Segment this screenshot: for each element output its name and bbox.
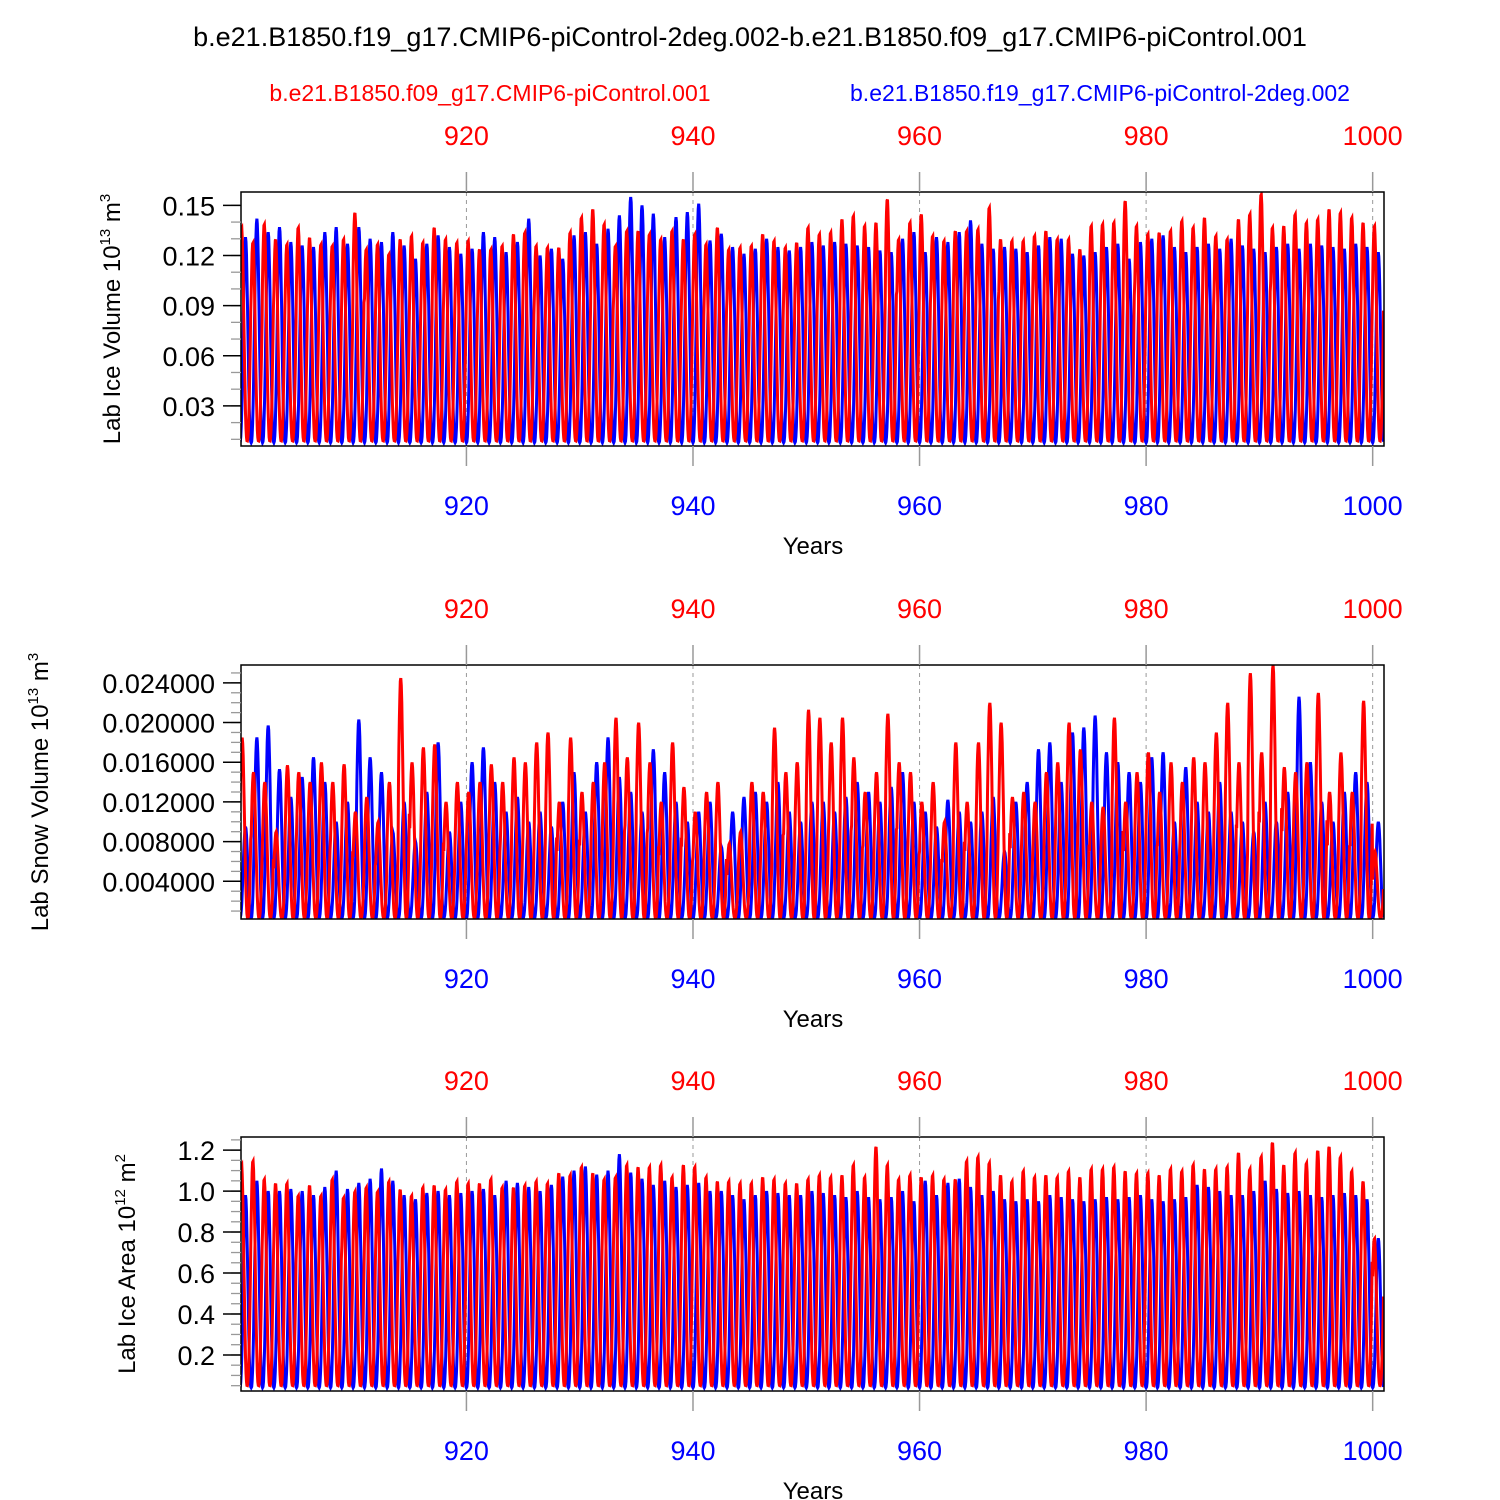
panel-3: 1.2 1.0 0.8 0.6 0.4 0.2 920 920 940 940 960 960 980 9… <box>112 1066 1403 1500</box>
x-bottom-tick-label: 980 <box>1124 1436 1169 1466</box>
legend-red-label: b.e21.B1850.f09_g17.CMIP6-piControl.001 <box>269 80 710 106</box>
series-line-red <box>241 1142 1384 1389</box>
x-axis-label: Years <box>783 1478 844 1500</box>
plot-frame <box>240 1136 1385 1392</box>
y-tick-label: 0.004000 <box>102 867 215 897</box>
y-tick-label: 0.020000 <box>102 709 215 739</box>
x-bottom-tick-label: 980 <box>1124 491 1169 521</box>
x-top-tick-label: 980 <box>1124 121 1169 151</box>
panel-1: 0.15 0.12 0.09 0.06 0.03 920 920 940 940 960 960 98… <box>97 121 1403 560</box>
chart-title: b.e21.B1850.f19_g17.CMIP6-piControl-2deg… <box>193 22 1307 52</box>
y-tick-label: 0.06 <box>162 342 215 372</box>
y-axis-label-exponent: 3 <box>97 194 114 202</box>
y-tick-label: 0.15 <box>162 191 215 221</box>
y-tick-label: 0.4 <box>177 1300 215 1330</box>
y-tick-label: 0.008000 <box>102 828 215 858</box>
y-tick-label: 0.016000 <box>102 748 215 778</box>
y-axis-label: Lab Ice Volume 1013 m3 <box>97 194 126 445</box>
y-tick-label: 0.012000 <box>102 788 215 818</box>
y-axis-label-text: m <box>27 661 54 688</box>
y-axis-label-text: Lab Snow Volume 10 <box>27 704 54 931</box>
x-bottom-tick-label: 920 <box>444 491 489 521</box>
x-top-tick-label: 920 <box>444 121 489 151</box>
y-tick-label: 0.12 <box>162 242 215 272</box>
x-top-tick-label: 920 <box>444 1066 489 1096</box>
legend-blue-label: b.e21.B1850.f19_g17.CMIP6-piControl-2deg… <box>850 80 1350 106</box>
x-bottom-tick-label: 960 <box>897 1436 942 1466</box>
y-axis-label-exponent: 13 <box>25 688 42 705</box>
y-axis-label-text: m <box>114 1162 141 1189</box>
y-tick-label: 0.024000 <box>102 669 215 699</box>
x-bottom-tick-label: 980 <box>1124 964 1169 994</box>
series-line-red <box>241 192 1384 444</box>
x-axis-label: Years <box>783 1006 844 1033</box>
panel-2: 0.024000 0.020000 0.016000 0.012000 0.008000… <box>25 594 1403 1033</box>
x-top-tick-label: 980 <box>1124 1066 1169 1096</box>
y-axis-label: Lab Ice Area 1012 m2 <box>112 1154 141 1374</box>
y-tick-label: 1.0 <box>177 1177 215 1207</box>
x-top-tick-label: 920 <box>444 594 489 624</box>
y-tick-label: 0.6 <box>177 1259 215 1289</box>
y-axis-label-text: Lab Ice Volume 10 <box>99 245 126 444</box>
x-top-tick-label: 960 <box>897 1066 942 1096</box>
x-bottom-tick-label: 1000 <box>1343 964 1403 994</box>
y-tick-label: 0.03 <box>162 392 215 422</box>
y-axis-label: Lab Snow Volume 1013 m3 <box>25 653 54 932</box>
series-line-red <box>241 665 1384 919</box>
y-axis-label-exponent: 12 <box>112 1189 129 1206</box>
x-bottom-tick-label: 1000 <box>1343 491 1403 521</box>
x-top-tick-label: 1000 <box>1343 1066 1403 1096</box>
x-bottom-tick-label: 920 <box>444 964 489 994</box>
x-bottom-tick-label: 920 <box>444 1436 489 1466</box>
x-bottom-tick-label: 940 <box>670 1436 715 1466</box>
y-axis-label-exponent: 3 <box>25 653 42 661</box>
y-axis-label-exponent: 2 <box>112 1154 129 1162</box>
x-bottom-tick-label: 960 <box>897 964 942 994</box>
x-top-tick-label: 980 <box>1124 594 1169 624</box>
y-axis-label-text: m <box>99 202 126 229</box>
x-bottom-tick-label: 940 <box>670 491 715 521</box>
y-axis-label-exponent: 13 <box>97 229 114 246</box>
y-tick-label: 1.2 <box>177 1136 215 1166</box>
x-top-tick-label: 1000 <box>1343 121 1403 151</box>
x-top-tick-label: 940 <box>670 1066 715 1096</box>
x-axis-label: Years <box>783 533 844 560</box>
y-tick-label: 0.8 <box>177 1218 215 1248</box>
x-bottom-tick-label: 1000 <box>1343 1436 1403 1466</box>
plot-frame <box>240 191 1385 447</box>
x-bottom-tick-label: 960 <box>897 491 942 521</box>
x-top-tick-label: 960 <box>897 594 942 624</box>
x-top-tick-label: 1000 <box>1343 594 1403 624</box>
y-axis-label-text: Lab Ice Area 10 <box>114 1206 141 1374</box>
y-tick-label: 0.2 <box>177 1341 215 1371</box>
x-bottom-tick-label: 940 <box>670 964 715 994</box>
x-top-tick-label: 940 <box>670 121 715 151</box>
x-top-tick-label: 960 <box>897 121 942 151</box>
x-top-tick-label: 940 <box>670 594 715 624</box>
y-tick-label: 0.09 <box>162 292 215 322</box>
